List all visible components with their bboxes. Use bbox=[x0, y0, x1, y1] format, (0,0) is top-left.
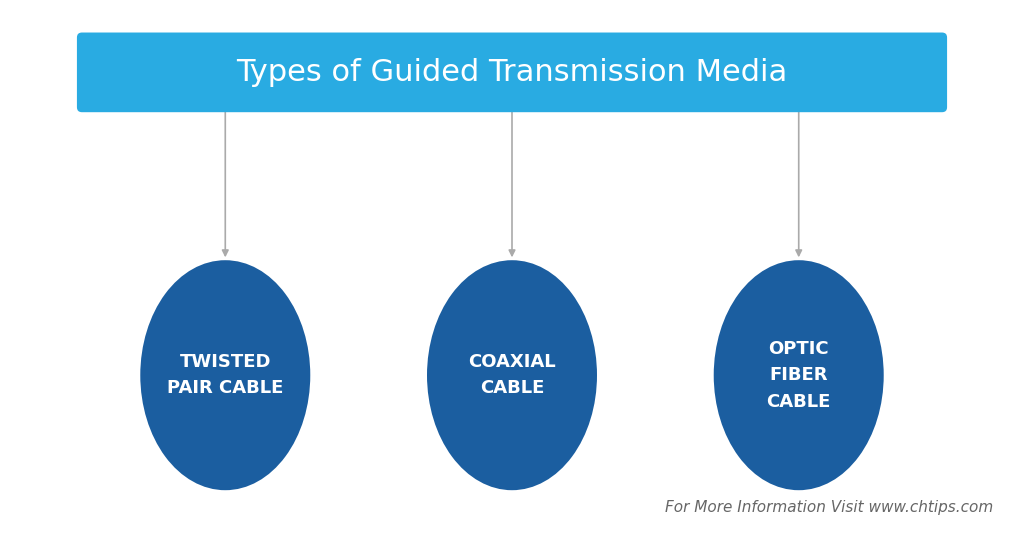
Text: For More Information Visit www.chtips.com: For More Information Visit www.chtips.co… bbox=[665, 500, 993, 515]
Text: OPTIC
FIBER
CABLE: OPTIC FIBER CABLE bbox=[767, 340, 830, 411]
Text: TWISTED
PAIR CABLE: TWISTED PAIR CABLE bbox=[167, 353, 284, 397]
Ellipse shape bbox=[427, 260, 597, 490]
Ellipse shape bbox=[714, 260, 884, 490]
Text: COAXIAL
CABLE: COAXIAL CABLE bbox=[468, 353, 556, 397]
Ellipse shape bbox=[140, 260, 310, 490]
Text: Types of Guided Transmission Media: Types of Guided Transmission Media bbox=[237, 58, 787, 87]
FancyBboxPatch shape bbox=[77, 33, 947, 112]
